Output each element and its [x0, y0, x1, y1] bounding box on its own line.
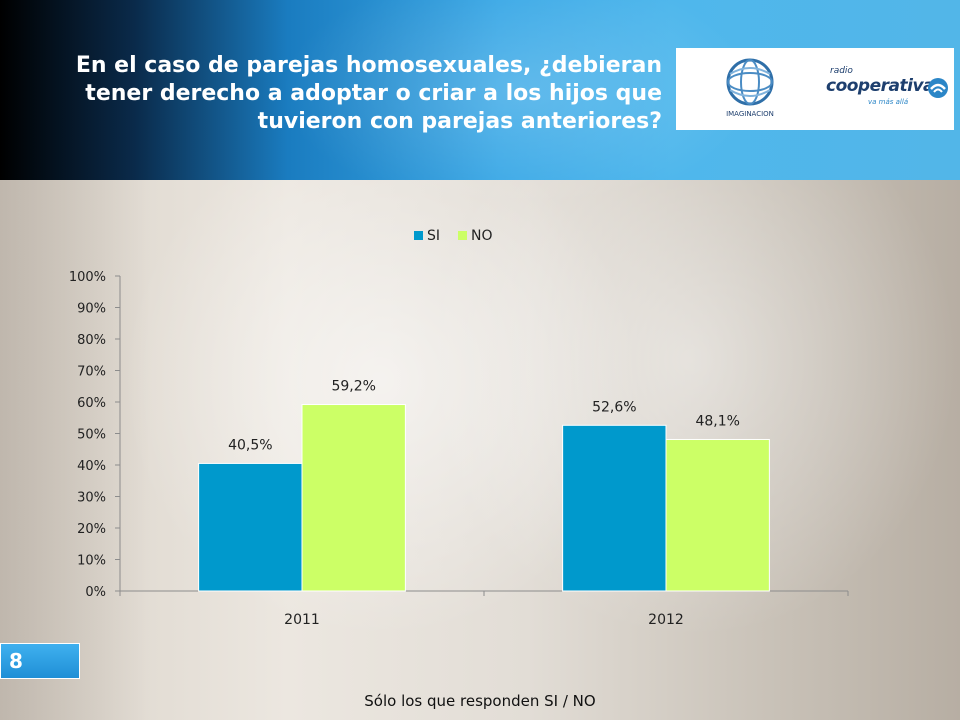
y-axis: 0% 10% 20% 30% 40% 50% 60% 70% 80% 90% 100% [69, 270, 121, 600]
slide-title: En el caso de parejas homosexuales, ¿deb… [75, 53, 662, 134]
y-tick-label: 30% [77, 491, 106, 506]
bar-no [301, 404, 406, 592]
legend-label: SI [427, 228, 440, 244]
y-tick-label: 50% [77, 428, 106, 443]
cooperativa-radio-label: radio [830, 66, 853, 76]
y-tick-label: 0% [85, 585, 106, 600]
y-tick-label: 20% [77, 522, 106, 537]
header-banner: En el caso de parejas homosexuales, ¿deb… [0, 0, 960, 220]
imaginacion-logo: IMAGINACION [722, 54, 778, 124]
x-axis: 2011 2012 [119, 590, 849, 628]
x-tick-label: 2012 [648, 612, 684, 628]
cooperativa-tagline: va más allá [868, 98, 909, 106]
logo-panel: IMAGINACION radio cooperativa va más all… [676, 48, 954, 130]
bar-series [198, 404, 770, 592]
legend-swatch-no [458, 231, 467, 240]
data-label: 59,2% [331, 379, 375, 395]
imaginacion-label: IMAGINACION [726, 110, 774, 118]
y-tick-label: 60% [77, 396, 106, 411]
footnote: Sólo los que responden SI / NO [364, 692, 596, 710]
globe-icon [726, 58, 774, 106]
cooperativa-brand-label: cooperativa [826, 76, 935, 96]
legend-swatch-si [414, 231, 423, 240]
x-tick-label: 2011 [284, 612, 320, 628]
page-number: 8 [9, 649, 23, 673]
y-tick-label: 100% [69, 270, 106, 285]
y-tick-label: 10% [77, 554, 106, 569]
wave-icon [928, 78, 948, 98]
y-tick-label: 70% [77, 365, 106, 380]
legend-label: NO [471, 228, 493, 244]
cooperativa-logo: radio cooperativa va más allá [826, 66, 951, 116]
data-labels: 40,5% 59,2% 52,6% 48,1% [228, 379, 740, 454]
data-label: 48,1% [695, 413, 739, 429]
y-tick-label: 80% [77, 333, 106, 348]
bar-no [665, 438, 770, 592]
data-label: 40,5% [228, 437, 272, 453]
page-number-badge: 8 [0, 643, 80, 679]
bar-si [198, 462, 303, 592]
chart-legend: SI NO [414, 228, 493, 244]
bar-si [562, 424, 667, 592]
y-tick-label: 40% [77, 459, 106, 474]
y-tick-label: 90% [77, 302, 106, 317]
data-label: 52,6% [592, 399, 636, 415]
